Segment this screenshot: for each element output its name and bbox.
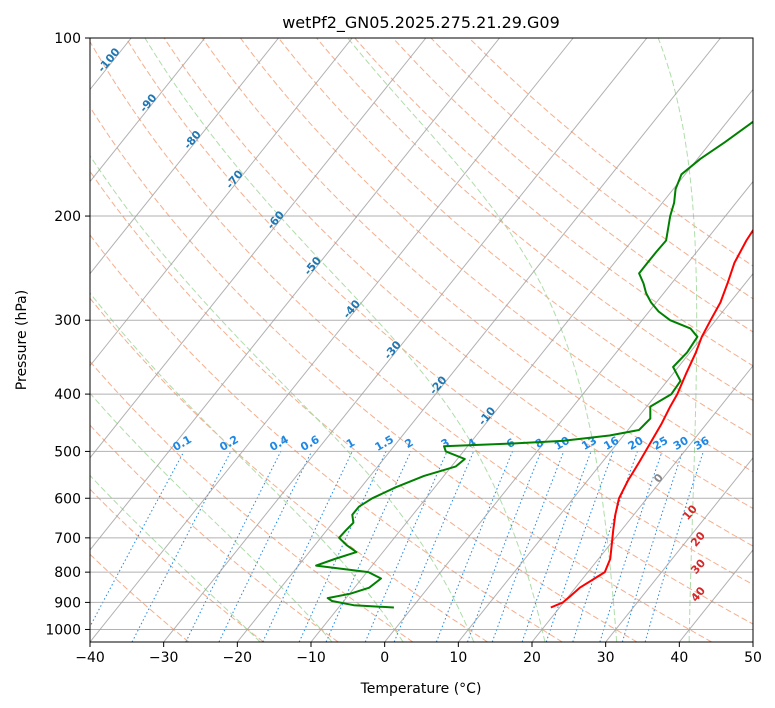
moist-adiabat — [90, 392, 333, 642]
profile-lines — [315, 120, 753, 609]
mixing-ratio-line — [545, 451, 614, 642]
y-tick-label: 500 — [54, 444, 81, 460]
mixing-ratio-line — [599, 451, 663, 642]
dry-adiabat — [392, 38, 753, 333]
mixing-ratio-line — [364, 451, 448, 642]
dry-adiabat — [125, 38, 753, 586]
isotherm — [90, 38, 500, 551]
chart-title: wetPf2_GN05.2025.275.21.29.G09 — [282, 13, 560, 33]
mixing-ratio-line — [435, 451, 513, 642]
y-tick-label: 700 — [54, 531, 81, 547]
x-axis-title: Temperature (°C) — [360, 681, 482, 697]
moist-adiabat — [90, 474, 261, 642]
y-tick-label: 400 — [54, 387, 81, 403]
x-tick-label: −40 — [75, 650, 105, 666]
x-tick-label: 40 — [670, 650, 688, 666]
y-tick-label: 200 — [54, 209, 81, 225]
y-tick-label: 900 — [54, 595, 81, 611]
isotherm — [90, 38, 574, 642]
x-tick-label: −20 — [223, 650, 253, 666]
mixing-ratio-line — [90, 451, 185, 628]
isotherm — [605, 457, 753, 642]
x-tick-label: 10 — [449, 650, 467, 666]
plot-frame — [89, 37, 754, 643]
x-tick-label: −10 — [296, 650, 326, 666]
mixing-ratio-line — [521, 451, 592, 642]
x-tick-label: 0 — [380, 650, 389, 666]
dry-adiabat — [90, 488, 264, 642]
profile-line — [550, 228, 753, 609]
mixing-ratio-line — [621, 451, 684, 642]
y-tick-label: 800 — [54, 565, 81, 581]
x-tick-label: 20 — [523, 650, 541, 666]
isotherm — [236, 38, 721, 642]
isotherm — [90, 38, 427, 459]
dry-adiabat — [90, 106, 712, 642]
mixing-ratio-line — [467, 451, 542, 642]
isotherm — [163, 38, 648, 642]
y-axis-title: Pressure (hPa) — [14, 290, 30, 390]
x-tick-label: 50 — [744, 650, 762, 666]
isotherm — [90, 38, 206, 183]
dry-adiabat — [90, 553, 190, 642]
dry-adiabat — [163, 38, 753, 547]
isotherm — [90, 38, 279, 275]
isotherm — [310, 88, 753, 642]
moist-adiabat — [657, 38, 698, 642]
dry-adiabat — [90, 234, 563, 642]
background-lines — [90, 38, 753, 642]
dry-adiabat — [90, 40, 753, 625]
mixing-ratio-line — [185, 451, 282, 642]
axes: −40 −30 −20 −10 0 10 20 30 40 50 100 200 300 400 500 60… — [45, 31, 762, 666]
moist-adiabat — [347, 38, 618, 642]
moist-adiabat — [90, 154, 475, 642]
y-tick-label: 1000 — [45, 622, 81, 638]
dry-adiabat — [278, 38, 753, 437]
x-tick-label: −30 — [149, 650, 179, 666]
moist-adiabat — [90, 292, 404, 642]
y-tick-label: 300 — [54, 313, 81, 329]
isotherm — [384, 180, 753, 642]
moist-adiabat — [144, 38, 546, 642]
profile-line — [315, 120, 753, 609]
dry-adiabat — [201, 38, 753, 510]
y-tick-label: 100 — [54, 31, 81, 47]
mixing-ratio-line — [572, 451, 638, 642]
dry-adiabat — [90, 424, 339, 642]
dry-adiabat — [316, 38, 753, 402]
plot-background — [90, 38, 753, 642]
y-tick-label: 600 — [54, 491, 81, 507]
mixing-ratio-line — [491, 451, 565, 642]
isotherm — [90, 38, 353, 367]
mixing-ratio-line — [325, 451, 412, 642]
isotherm — [752, 641, 753, 642]
x-tick-label: 30 — [597, 650, 615, 666]
dry-adiabat — [90, 297, 488, 642]
